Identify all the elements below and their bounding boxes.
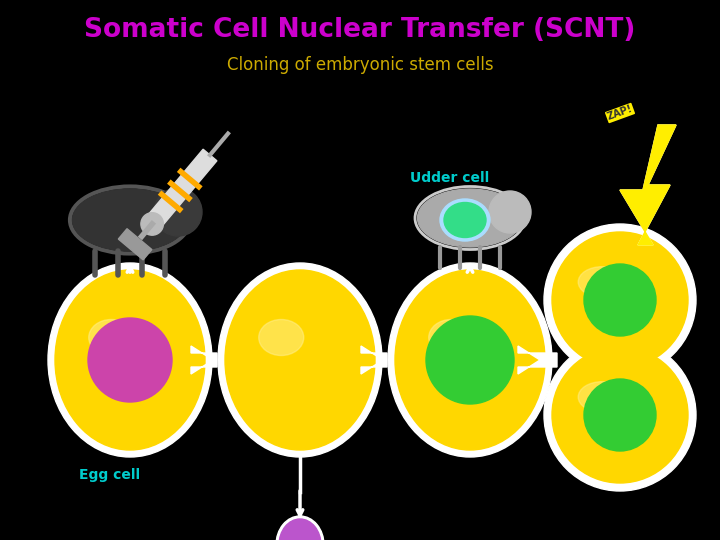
Ellipse shape xyxy=(578,267,626,298)
Ellipse shape xyxy=(48,263,212,457)
Ellipse shape xyxy=(428,320,474,355)
Ellipse shape xyxy=(225,270,375,450)
Circle shape xyxy=(584,379,656,451)
Circle shape xyxy=(489,191,531,233)
Ellipse shape xyxy=(276,516,324,540)
Polygon shape xyxy=(118,229,152,260)
Ellipse shape xyxy=(388,263,552,457)
Circle shape xyxy=(544,224,696,376)
Ellipse shape xyxy=(440,199,490,241)
Ellipse shape xyxy=(73,189,187,251)
Text: Egg cell: Egg cell xyxy=(79,468,140,482)
Circle shape xyxy=(584,264,656,336)
Polygon shape xyxy=(145,149,217,230)
Ellipse shape xyxy=(578,382,626,413)
Text: ZAP!: ZAP! xyxy=(606,104,634,122)
Ellipse shape xyxy=(88,318,172,402)
Polygon shape xyxy=(620,125,676,245)
Polygon shape xyxy=(191,346,217,374)
Text: Somatic Cell Nuclear Transfer (SCNT): Somatic Cell Nuclear Transfer (SCNT) xyxy=(84,17,636,43)
Circle shape xyxy=(552,347,688,483)
Ellipse shape xyxy=(55,270,205,450)
Text: Udder cell: Udder cell xyxy=(410,171,490,185)
Circle shape xyxy=(154,188,202,236)
Circle shape xyxy=(552,232,688,368)
Polygon shape xyxy=(361,346,387,374)
Ellipse shape xyxy=(279,519,321,540)
Text: Cloning of embryonic stem cells: Cloning of embryonic stem cells xyxy=(227,56,493,74)
Ellipse shape xyxy=(444,202,486,238)
Ellipse shape xyxy=(426,316,514,404)
Polygon shape xyxy=(518,346,557,374)
Ellipse shape xyxy=(418,189,523,247)
Circle shape xyxy=(544,339,696,491)
Ellipse shape xyxy=(141,213,163,235)
Ellipse shape xyxy=(395,270,545,450)
Ellipse shape xyxy=(258,320,304,355)
Ellipse shape xyxy=(218,263,382,457)
Polygon shape xyxy=(620,125,676,245)
Ellipse shape xyxy=(89,320,134,355)
